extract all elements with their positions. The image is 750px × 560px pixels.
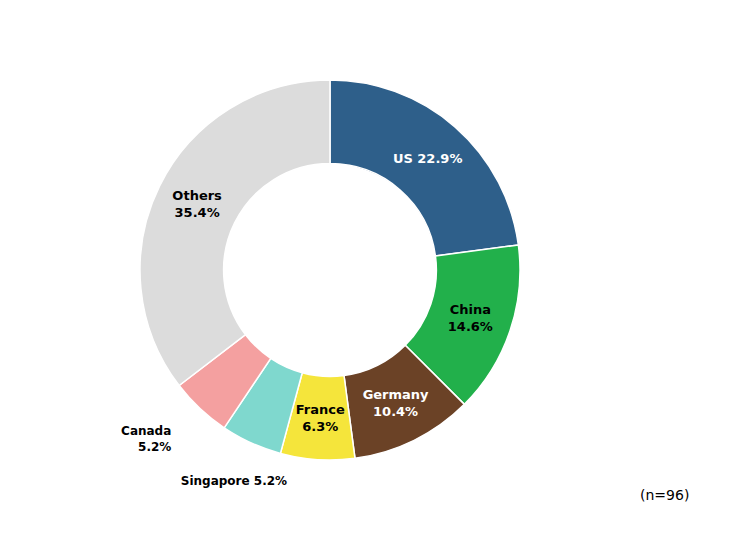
slice: Others [140, 80, 330, 386]
slice: Germany [344, 345, 464, 458]
data-label: US 22.9% [393, 151, 463, 166]
slice: US [330, 80, 518, 256]
data-label: China14.6% [448, 302, 493, 334]
chart: USChinaGermanyFranceSingaporeCanadaOther… [0, 0, 750, 560]
data-label: Others35.4% [172, 188, 222, 220]
data-label: Canada5.2% [121, 424, 171, 454]
slices: USChinaGermanyFranceSingaporeCanadaOther… [140, 80, 520, 460]
data-label: France6.3% [296, 402, 345, 434]
data-label: Germany10.4% [363, 387, 429, 419]
data-label: Singapore 5.2% [181, 474, 287, 488]
labels: US 22.9% China14.6% Germany10.4% France6.3%… [121, 151, 493, 488]
annotation: (n=96) [640, 487, 689, 503]
